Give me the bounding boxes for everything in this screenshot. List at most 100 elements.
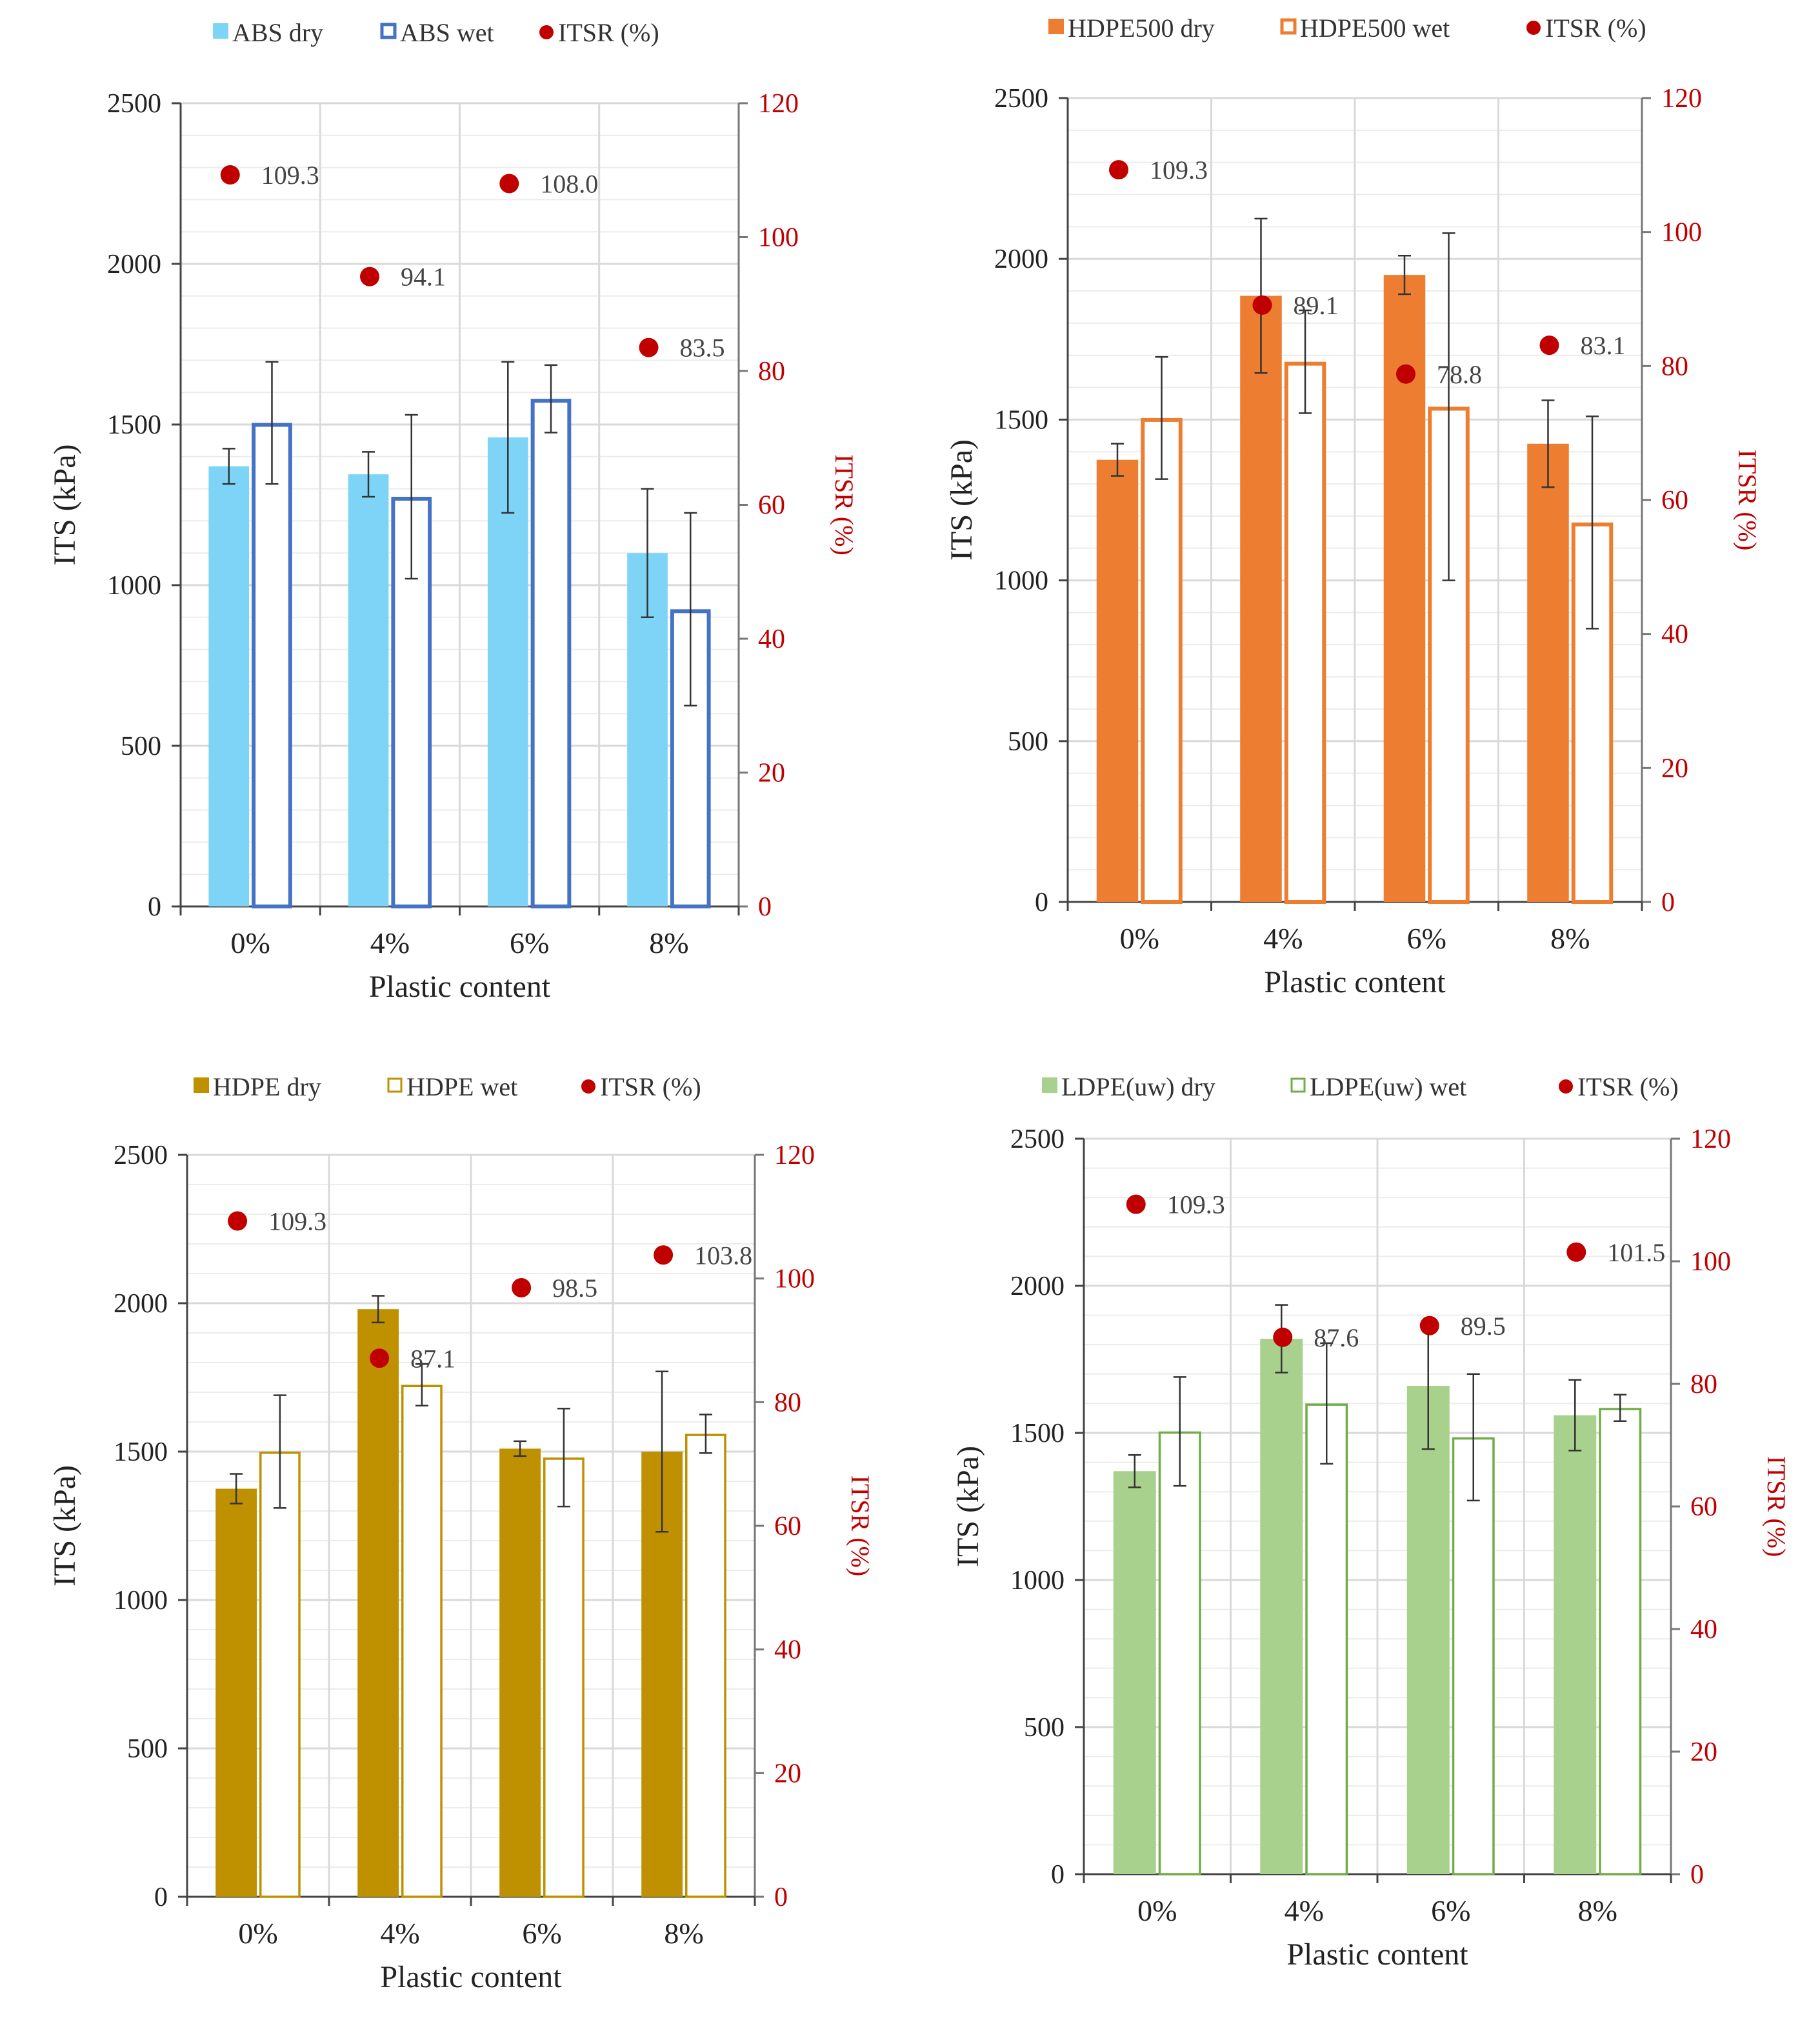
itsr-point [220, 165, 240, 185]
legend-swatch-itsr [539, 25, 554, 39]
left-tick-label: 1000 [994, 566, 1048, 596]
legend-swatch-itsr [1526, 21, 1541, 35]
itsr-point [1395, 364, 1415, 384]
legend-label-wet: ABS wet [400, 18, 494, 47]
itsr-point [654, 1245, 674, 1265]
legend-swatch-wet [1290, 1077, 1306, 1093]
itsr-point [639, 337, 659, 357]
chart-panel-1: 0 500 1000 1500 2000 2500 0 20 40 60 80 100 120 0% 4% 6… [48, 18, 859, 1004]
itsr-data-label: 108.0 [540, 170, 598, 199]
itsr-data-label: 89.1 [1293, 291, 1338, 320]
right-tick-label: 60 [1661, 486, 1688, 515]
category-label: 8% [1578, 1894, 1617, 1927]
left-axis-title: ITS (kPa) [48, 445, 82, 566]
legend-label-itsr: ITSR (%) [1545, 14, 1646, 43]
category-label: 6% [1407, 922, 1446, 955]
chart-panel-3: 0 500 1000 1500 2000 2500 0 20 40 60 80 100 120 0% 4% 6… [48, 1072, 875, 1994]
itsr-data-label: 103.8 [694, 1241, 752, 1270]
right-tick-label: 40 [758, 625, 785, 654]
right-tick-label: 0 [1690, 1860, 1704, 1890]
legend-swatch-wet [380, 23, 397, 39]
right-tick-label: 20 [1690, 1737, 1717, 1767]
itsr-point [499, 174, 519, 194]
right-tick-label: 20 [758, 759, 785, 788]
dry-bar [487, 437, 528, 906]
right-axis-title: ITSR (%) [1733, 450, 1762, 551]
right-tick-label: 60 [774, 1512, 801, 1541]
legend-swatch-dry [194, 1077, 209, 1093]
left-axis-title: ITS (kPa) [48, 1465, 82, 1586]
wet-bar [1284, 361, 1326, 904]
left-tick-label: 1000 [107, 571, 161, 601]
left-tick-label: 1000 [1010, 1566, 1065, 1595]
category-label: 6% [522, 1917, 561, 1950]
right-tick-label: 100 [1690, 1247, 1731, 1277]
wet-bar [1452, 1437, 1495, 1875]
itsr-point [370, 1348, 390, 1368]
itsr-data-label: 83.5 [680, 334, 725, 363]
category-label: 4% [1263, 922, 1303, 955]
wet-bar [1599, 1408, 1642, 1875]
itsr-point [1252, 295, 1272, 315]
left-tick-label: 1500 [107, 410, 161, 440]
category-label: 0% [230, 926, 270, 959]
right-tick-label: 120 [1690, 1125, 1731, 1154]
legend-swatch-dry [213, 23, 228, 39]
dry-bar [208, 466, 250, 906]
category-label: 8% [1550, 922, 1590, 955]
legend-swatch-itsr [581, 1079, 595, 1094]
right-tick-label: 120 [758, 89, 799, 119]
wet-bar [1305, 1403, 1348, 1875]
left-tick-label: 1500 [114, 1437, 168, 1467]
category-label: 6% [1431, 1894, 1470, 1927]
wet-bar [252, 423, 292, 908]
wet-bar [1141, 417, 1183, 904]
chart-panel-4: 0 500 1000 1500 2000 2500 0 20 40 60 80 100 120 0% 4% 6… [951, 1072, 1791, 1972]
legend: HDPE dry HDPE wet ITSR (%) [194, 1072, 701, 1101]
right-tick-label: 40 [1661, 620, 1688, 650]
dry-bar [348, 474, 389, 906]
left-tick-label: 2000 [107, 250, 161, 279]
category-label: 6% [510, 926, 549, 959]
x-axis-title: Plastic content [1286, 1937, 1468, 1972]
right-tick-label: 20 [1661, 754, 1688, 783]
chart-panel-2: 0 500 1000 1500 2000 2500 0 20 40 60 80 100 120 0% 4% 6… [945, 14, 1762, 999]
itsr-data-label: 94.1 [401, 263, 446, 292]
left-tick-label: 500 [121, 732, 161, 761]
legend: HDPE500 dry HDPE500 wet ITSR (%) [1048, 14, 1646, 43]
category-label: 0% [1120, 922, 1159, 955]
legend-label-dry: HDPE500 dry [1068, 14, 1215, 43]
right-tick-label: 100 [758, 223, 799, 253]
right-tick-label: 40 [774, 1635, 801, 1665]
itsr-data-label: 101.5 [1607, 1238, 1665, 1267]
legend: LDPE(uw) dry LDPE(uw) wet ITSR (%) [1042, 1072, 1679, 1101]
dry-bar [1096, 459, 1139, 902]
category-label: 8% [664, 1917, 703, 1950]
itsr-point [1273, 1327, 1293, 1347]
left-tick-label: 0 [1051, 1860, 1065, 1890]
itsr-point [1126, 1194, 1146, 1214]
right-axis-title: ITSR (%) [1762, 1456, 1791, 1557]
right-tick-label: 60 [758, 491, 785, 521]
itsr-point [512, 1278, 532, 1298]
dry-bar [1113, 1471, 1156, 1874]
itsr-data-label: 78.8 [1437, 360, 1482, 389]
left-tick-label: 0 [154, 1883, 168, 1912]
left-tick-label: 0 [1035, 888, 1048, 917]
wet-bar [401, 1385, 443, 1898]
wet-bar [530, 399, 572, 908]
legend: ABS dry ABS wet ITSR (%) [213, 18, 659, 47]
left-tick-label: 1000 [114, 1586, 168, 1615]
right-tick-label: 120 [774, 1141, 815, 1170]
dry-bar [215, 1488, 257, 1897]
legend-swatch-dry [1042, 1077, 1057, 1093]
right-tick-label: 80 [758, 357, 785, 386]
legend-swatch-dry [1048, 19, 1064, 34]
right-tick-label: 0 [758, 892, 772, 922]
left-tick-label: 500 [127, 1734, 168, 1764]
itsr-point [1108, 160, 1128, 180]
itsr-point [1539, 335, 1559, 355]
x-axis-title: Plastic content [369, 970, 551, 1004]
legend-swatch-wet [1280, 18, 1297, 35]
right-tick-label: 0 [774, 1883, 788, 1912]
